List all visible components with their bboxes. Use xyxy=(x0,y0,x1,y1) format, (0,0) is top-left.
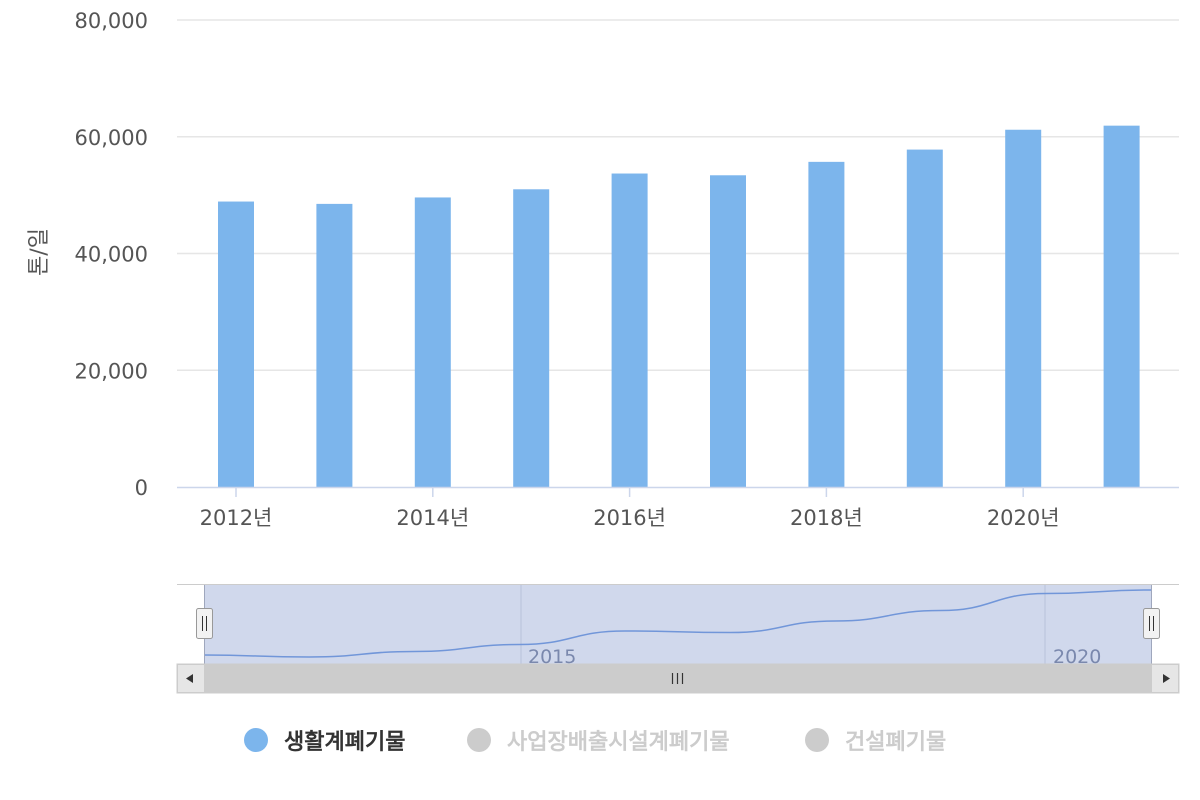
chart-svg: 2012년 2014년 2016년 2018년 2020년 0 20,000 40,000 6… xyxy=(0,0,1200,710)
y-tick-label: 20,000 xyxy=(75,359,148,383)
x-axis: 2012년 2014년 2016년 2018년 2020년 xyxy=(177,487,1179,530)
bar[interactable] xyxy=(415,197,451,487)
bar[interactable] xyxy=(907,150,943,487)
navigator-left-handle[interactable] xyxy=(197,609,213,639)
legend-item-construction-waste[interactable]: 건설폐기물 xyxy=(805,718,946,762)
bar[interactable] xyxy=(710,175,746,487)
bar[interactable] xyxy=(1104,126,1140,487)
legend-dot-icon xyxy=(244,728,268,752)
bar[interactable] xyxy=(808,162,844,487)
legend-label: 사업장배출시설계폐기물 xyxy=(507,724,730,756)
bar[interactable] xyxy=(316,204,352,487)
scroll-right-button[interactable] xyxy=(1152,665,1179,693)
x-tick-label: 2012년 xyxy=(200,506,273,530)
legend-label: 생활계폐기물 xyxy=(284,724,405,756)
legend: 생활계폐기물 사업장배출시설계폐기물 건설폐기물 xyxy=(0,718,1200,762)
y-axis: 0 20,000 40,000 60,000 80,000 xyxy=(75,9,148,500)
legend-dot-icon xyxy=(467,728,491,752)
navigator-right-handle[interactable] xyxy=(1144,609,1160,639)
x-tick-label: 2020년 xyxy=(987,506,1060,530)
x-tick-label: 2014년 xyxy=(396,506,469,530)
scrollbar[interactable] xyxy=(177,664,1179,693)
scroll-left-button[interactable] xyxy=(178,665,205,693)
x-tick-label: 2018년 xyxy=(790,506,863,530)
bars-series-1 xyxy=(218,126,1140,487)
x-tick-label: 2016년 xyxy=(593,506,666,530)
navigator[interactable]: 2015 2020 xyxy=(177,584,1179,668)
legend-item-household-waste[interactable]: 생활계폐기물 xyxy=(244,718,405,762)
legend-dot-icon xyxy=(805,728,829,752)
y-tick-label: 40,000 xyxy=(75,243,148,267)
legend-item-business-facility-waste[interactable]: 사업장배출시설계폐기물 xyxy=(467,718,730,762)
legend-label: 건설폐기물 xyxy=(845,724,946,756)
bar[interactable] xyxy=(612,174,648,487)
y-axis-title: 톤/일 xyxy=(27,228,52,276)
bar[interactable] xyxy=(513,189,549,487)
y-tick-label: 80,000 xyxy=(75,9,148,33)
bar[interactable] xyxy=(218,202,254,487)
y-tick-label: 60,000 xyxy=(75,126,148,150)
bar[interactable] xyxy=(1005,130,1041,487)
y-tick-label: 0 xyxy=(135,476,148,500)
